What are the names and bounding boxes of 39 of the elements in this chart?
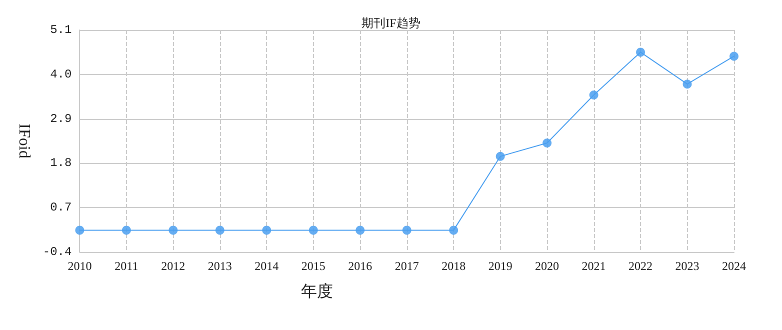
x-tick-label: 2021 (582, 259, 606, 273)
x-tick-label: 2022 (628, 259, 653, 273)
x-tick-label: 2017 (394, 259, 419, 273)
point (402, 226, 412, 235)
point (75, 226, 84, 235)
point (636, 48, 646, 57)
point (168, 226, 178, 235)
x-tick-label: 2013 (208, 259, 232, 273)
x-tick-label: 2011 (114, 259, 138, 273)
x-tick-label: 2015 (301, 259, 326, 273)
y-tick-label: 5.1 (50, 23, 72, 37)
y-tick-label: -0.4 (42, 245, 72, 259)
y-tick-label: 2.9 (50, 112, 72, 126)
point (449, 226, 458, 235)
point (215, 226, 224, 235)
y-tick-label: 1.8 (50, 156, 72, 170)
chart-title: 期刊IF趋势 (362, 16, 420, 30)
x-tick-label: 2024 (722, 259, 746, 273)
point (589, 90, 598, 100)
x-tick-label: 2018 (442, 259, 466, 273)
x-tick-label: 2016 (348, 259, 372, 273)
y-tick-label: 0.7 (50, 200, 72, 215)
x-tick-label: 2012 (161, 259, 186, 273)
point (122, 226, 131, 235)
x-tick-label: 2010 (68, 259, 92, 273)
x-tick-label: 2020 (535, 259, 560, 273)
point (682, 80, 692, 89)
point (262, 226, 272, 235)
point (542, 138, 552, 148)
x-axis-title: 年度 (300, 282, 333, 300)
point (496, 152, 505, 161)
x-tick-label: 2023 (675, 259, 700, 273)
x-tick-label: 2014 (254, 259, 279, 273)
y-axis-title: IFoid (16, 124, 32, 158)
point (356, 226, 365, 235)
x-tick-label: 2019 (488, 259, 512, 273)
y-tick-label: 4.0 (50, 67, 72, 82)
point (308, 226, 318, 235)
point (730, 52, 738, 61)
